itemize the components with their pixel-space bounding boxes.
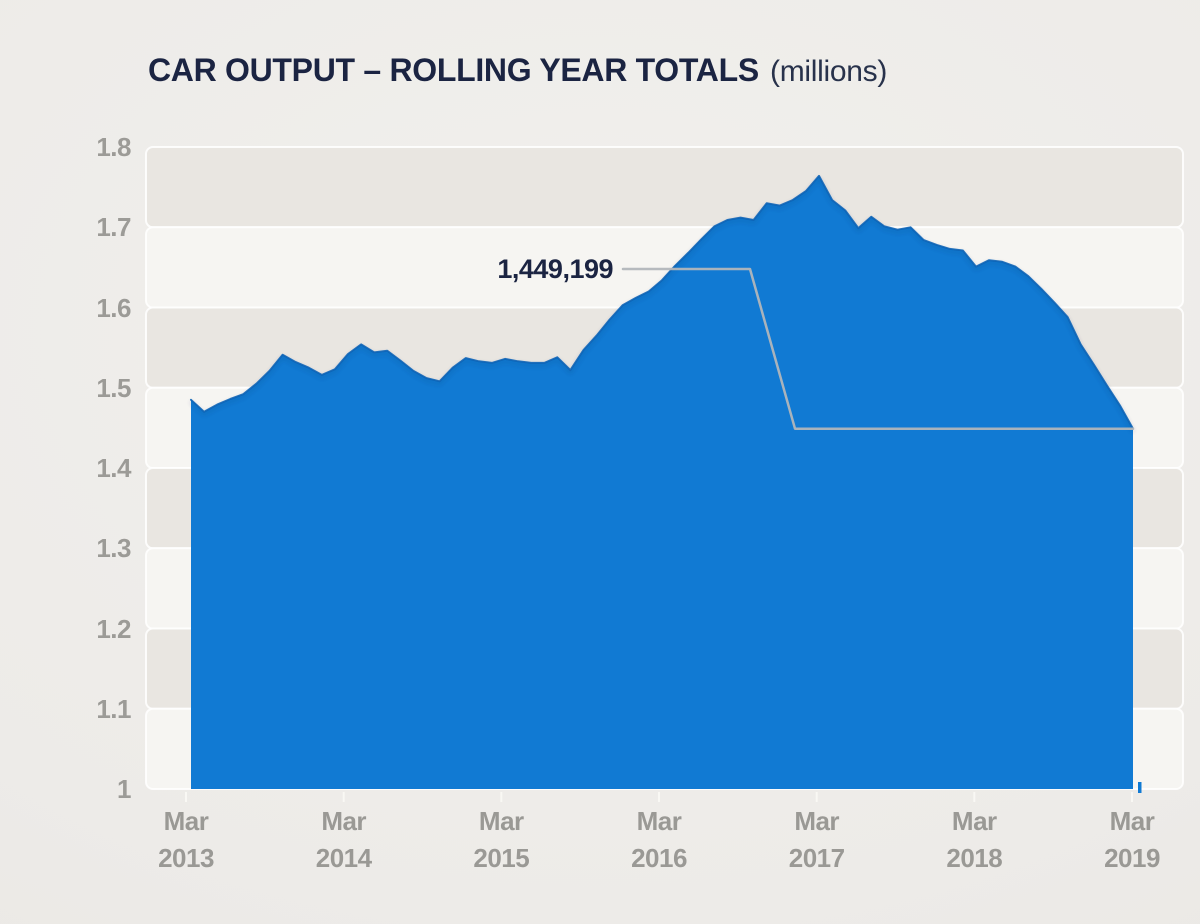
chart-title: CAR OUTPUT – ROLLING YEAR TOTALS (millio…	[148, 52, 887, 89]
x-tick-label: Mar 2015	[473, 803, 529, 877]
x-tick-month: Mar	[321, 806, 367, 836]
annotation-value: 1,449,199	[497, 254, 613, 284]
x-tick-year: 2019	[1104, 843, 1160, 873]
x-tick-month: Mar	[478, 806, 524, 836]
x-tick-year: 2014	[315, 843, 372, 873]
grid-band	[145, 146, 1184, 229]
x-tick-mark	[658, 792, 660, 802]
x-tick-mark	[815, 792, 818, 802]
x-tick-month: Mar	[636, 806, 682, 836]
x-tick-mark	[1131, 792, 1133, 802]
x-tick-mark	[500, 792, 503, 802]
x-tick-month: Mar	[1109, 806, 1155, 836]
y-tick-label: 1	[117, 774, 131, 804]
area-series	[191, 175, 1133, 789]
x-tick-mark	[342, 792, 345, 802]
x-tick-mark	[973, 792, 976, 802]
x-tick-year: 2013	[158, 843, 214, 873]
chart-title-unit: (millions)	[770, 55, 888, 88]
x-tick-label: Mar 2017	[789, 803, 845, 877]
y-tick-label: 1.6	[96, 292, 131, 323]
y-tick-label: 1.5	[96, 372, 131, 403]
x-tick-label: Mar 2018	[946, 803, 1002, 877]
y-tick-label: 1.2	[96, 613, 131, 644]
x-tick-year: 2017	[788, 843, 845, 873]
x-tick-month: Mar	[794, 806, 840, 836]
chart-title-text: CAR OUTPUT – ROLLING YEAR TOTALS	[148, 52, 759, 88]
y-tick-label: 1.1	[96, 693, 131, 724]
y-tick-label: 1.3	[96, 533, 131, 564]
x-tick-label: Mar 2019	[1104, 803, 1160, 877]
x-tick-label: Mar 2014	[316, 803, 372, 877]
x-tick-month: Mar	[163, 806, 209, 836]
annotation-callout-line	[621, 267, 1135, 430]
y-tick-label: 1.4	[96, 453, 131, 483]
y-tick-label: 1.7	[96, 212, 131, 243]
x-tick-month: Mar	[951, 806, 997, 836]
x-tick-mark	[185, 792, 187, 802]
endpoint-tick	[1138, 782, 1142, 793]
x-tick-year: 2015	[473, 843, 530, 873]
x-tick-label: Mar 2016	[631, 803, 687, 877]
y-tick-label: 1.8	[96, 132, 131, 162]
x-tick-year: 2018	[946, 843, 1003, 873]
area-series-edge	[190, 174, 1134, 430]
x-tick-label: Mar 2013	[158, 803, 214, 877]
x-tick-year: 2016	[631, 843, 687, 873]
